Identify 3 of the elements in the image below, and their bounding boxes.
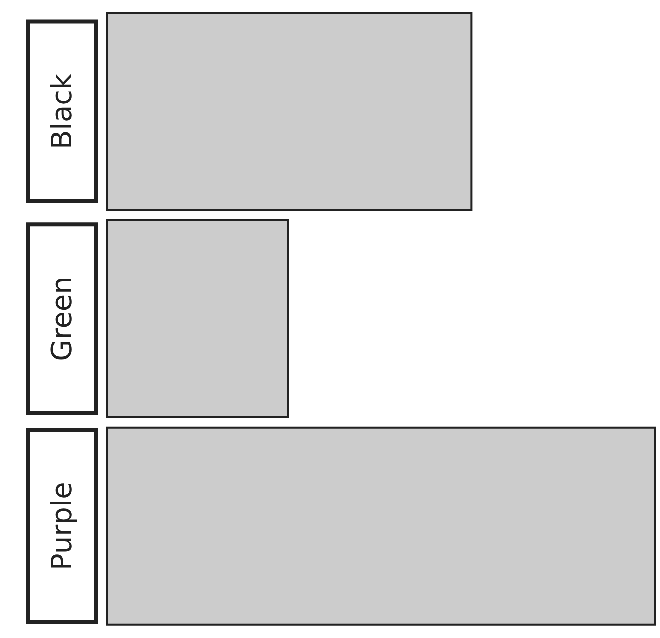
y-tick-label: Black: [46, 73, 78, 150]
y-tick-label: Purple: [46, 482, 78, 571]
y-tick-label: Green: [46, 276, 78, 362]
